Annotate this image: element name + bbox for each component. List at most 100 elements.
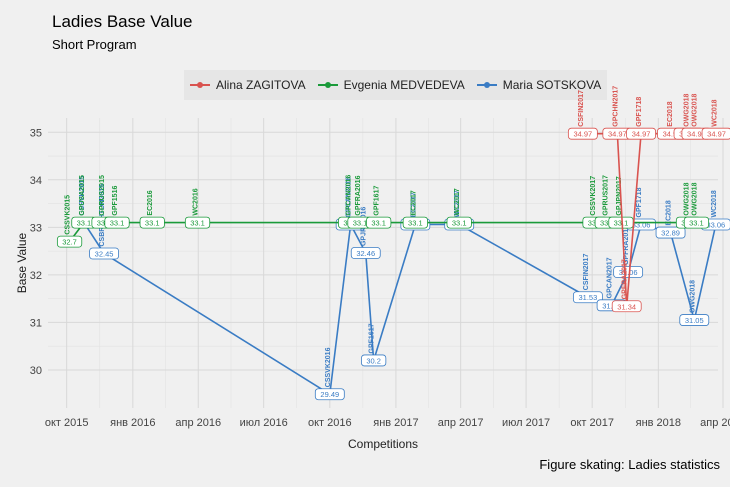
legend-item-sotskova: Maria SOTSKOVA <box>471 75 607 95</box>
legend: Alina ZAGITOVA Evgenia MEDVEDEVA Maria S… <box>184 70 608 100</box>
y-tick-label: 30 <box>30 365 42 377</box>
event-label: GPF1718 <box>636 97 643 127</box>
value-label: 33.1 <box>452 219 467 228</box>
value-label: 34.97 <box>573 130 592 139</box>
event-label: CSSVK2016 <box>325 347 332 387</box>
value-label: 34.97 <box>608 130 627 139</box>
event-label: EC2017 <box>410 192 417 217</box>
event-label: GPCAN2017 <box>607 257 614 298</box>
event-label: EC2018 <box>667 101 674 126</box>
value-label-box <box>572 291 603 304</box>
y-axis-title: Base Value <box>15 232 29 293</box>
y-tick-label: 33 <box>30 222 42 234</box>
value-label: 33.1 <box>600 219 615 228</box>
event-label: CSSVK2015 <box>65 195 72 235</box>
value-label: 32.45 <box>95 249 114 258</box>
x-tick-label: июл 2017 <box>502 417 550 429</box>
event-label: CSFIN2017 <box>578 90 585 127</box>
y-tick-label: 32 <box>30 270 42 282</box>
y-tick-label: 34 <box>30 175 42 187</box>
event-label: WC2017 <box>454 188 461 215</box>
event-label: GPF1617 <box>369 323 376 353</box>
value-label: 33.1 <box>190 219 205 228</box>
value-label: 31.53 <box>578 293 597 302</box>
value-label-box <box>139 216 165 229</box>
value-label-box <box>655 226 686 239</box>
event-label: WC2016 <box>193 188 200 215</box>
event-label: GPFRA2017 <box>623 225 630 265</box>
chart-subtitle: Short Program <box>52 37 137 52</box>
value-label: 34.97 <box>663 130 682 139</box>
value-label-box <box>361 354 387 367</box>
value-label: 33.1 <box>371 219 386 228</box>
event-label: GPJPN2017 <box>616 176 623 215</box>
event-label: GPCAN2016 <box>346 175 353 216</box>
value-label: 33.1 <box>408 219 423 228</box>
event-label: GPRUS2015 <box>99 175 106 216</box>
x-axis-title: Competitions <box>348 437 418 451</box>
value-label: 33.1 <box>145 219 160 228</box>
value-label-box <box>567 127 598 140</box>
value-label-box <box>314 388 345 401</box>
value-label-box <box>613 266 644 278</box>
x-tick-label: янв 2018 <box>636 417 681 429</box>
event-label: CSFIN2017 <box>583 254 590 291</box>
legend-label: Evgenia MEDVEDEVA <box>343 78 465 92</box>
legend-label: Alina ZAGITOVA <box>216 78 306 92</box>
value-label-box <box>679 314 710 326</box>
event-label: GPF1617 <box>374 186 381 216</box>
event-label: EC2018 <box>666 200 673 225</box>
value-label: 33.06 <box>632 220 651 229</box>
value-label: 32.46 <box>356 249 375 258</box>
value-label-box <box>683 216 710 229</box>
value-label: 34.97 <box>707 130 726 139</box>
x-tick-label: окт 2015 <box>45 417 89 429</box>
legend-item-zagitova: Alina ZAGITOVA <box>184 75 312 95</box>
x-tick-label: июл 2016 <box>240 417 288 429</box>
event-label: WC2017 <box>454 190 461 217</box>
x-tick-label: окт 2017 <box>570 417 614 429</box>
value-label: 31.36 <box>602 301 621 310</box>
legend-key-icon <box>315 75 340 95</box>
value-label-box <box>89 247 119 260</box>
event-label: GPCAN2016 <box>346 177 353 218</box>
legend-item-medvedeva: Evgenia MEDVEDEVA <box>312 75 471 95</box>
event-label: EC2016 <box>147 190 154 215</box>
event-label: CSBRIGHTON2015 <box>99 184 106 247</box>
value-label: 33.1 <box>77 219 92 228</box>
value-label: 34.97 <box>687 130 706 139</box>
chart-caption: Figure skating: Ladies statistics <box>539 457 720 472</box>
event-label: WC2018 <box>712 99 719 126</box>
value-label: 33.1 <box>110 219 125 228</box>
value-label: 30.2 <box>366 356 381 365</box>
x-tick-label: янв 2017 <box>373 417 418 429</box>
value-label: 32.7 <box>62 238 77 247</box>
value-label-box <box>611 300 642 313</box>
y-tick-label: 35 <box>30 127 42 139</box>
x-tick-label: апр 2018 <box>700 417 730 429</box>
event-label: CSSVK2017 <box>590 176 597 216</box>
event-label: OWG2018 <box>684 182 691 215</box>
event-label: OWG2018 <box>689 280 696 313</box>
x-tick-label: янв 2016 <box>110 417 155 429</box>
value-label-box <box>184 216 211 229</box>
event-label: OWG2018 <box>684 94 691 127</box>
event-label: GPCHN2017 <box>612 86 619 127</box>
legend-key-icon <box>188 75 212 95</box>
event-label: WC2018 <box>711 190 718 217</box>
value-label: 33.1 <box>353 219 368 228</box>
value-label: 31.34 <box>617 302 636 311</box>
event-label: GPRUS2017 <box>602 175 609 216</box>
value-label: 32.89 <box>661 229 680 238</box>
event-label: GPF1718 <box>636 187 643 217</box>
value-label: 33.1 <box>614 219 629 228</box>
chart-title: Ladies Base Value <box>52 12 193 31</box>
value-label: 32.06 <box>619 268 638 277</box>
event-label: CSSVK2015 <box>79 176 86 216</box>
x-tick-label: апр 2017 <box>438 417 484 429</box>
value-label-box <box>56 235 83 248</box>
value-label-box <box>350 247 381 259</box>
value-label: 34.97 <box>632 130 651 139</box>
event-label: GPUSA2015 <box>79 175 86 216</box>
